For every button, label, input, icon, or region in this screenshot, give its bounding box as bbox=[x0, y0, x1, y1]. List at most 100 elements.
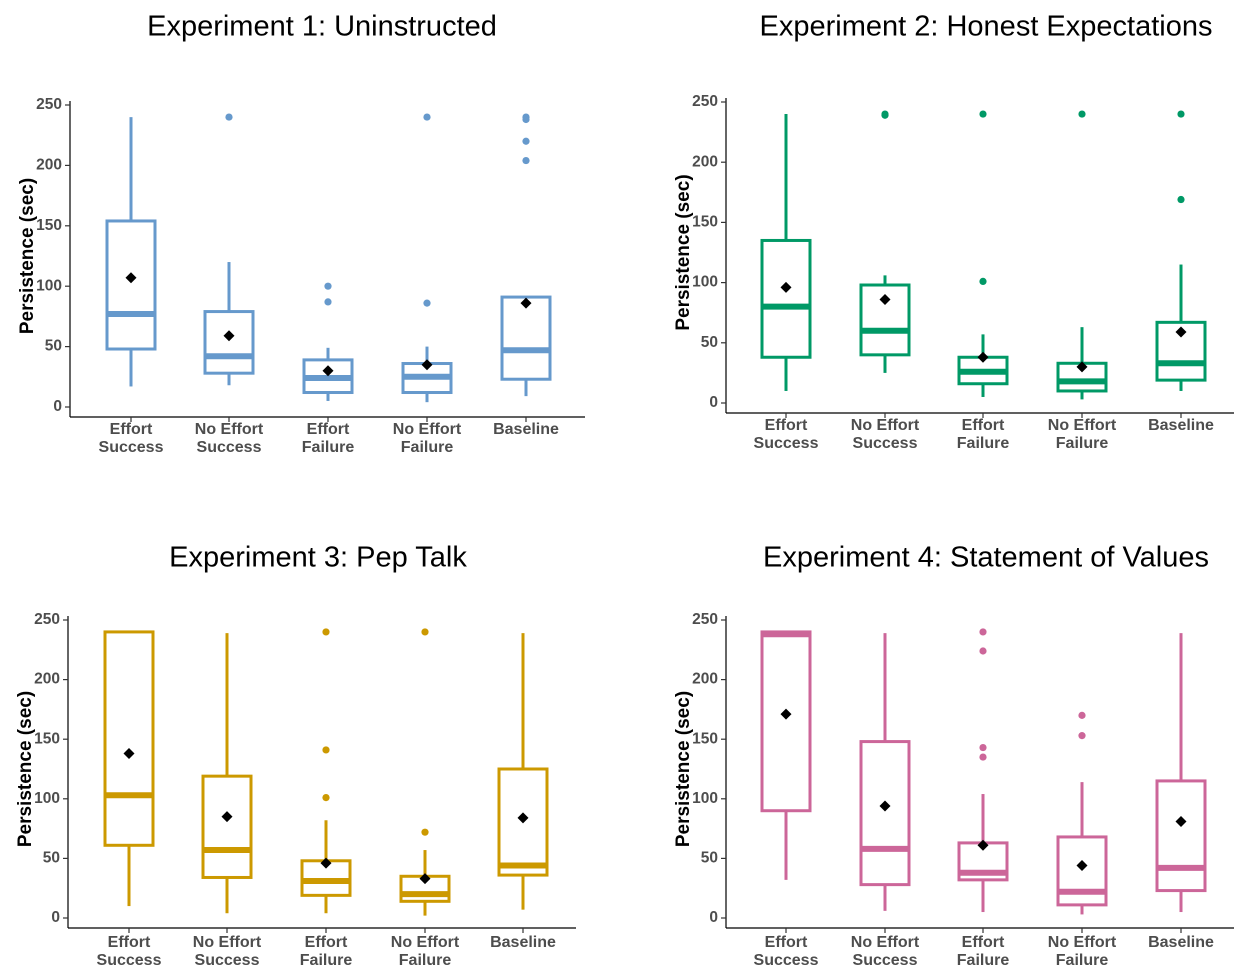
outlier-point bbox=[522, 137, 530, 145]
y-tick-label: 150 bbox=[692, 730, 718, 747]
x-tick-label: Baseline bbox=[490, 934, 556, 951]
outlier-point bbox=[421, 628, 429, 636]
outlier-point bbox=[322, 628, 330, 636]
box-3: Effort Failure bbox=[302, 282, 355, 456]
y-tick-label: 100 bbox=[36, 277, 62, 294]
mean-marker bbox=[125, 272, 137, 284]
x-tick-label: No Effort Failure bbox=[1048, 417, 1117, 452]
outlier-point bbox=[225, 113, 233, 121]
box-5: Baseline bbox=[490, 633, 556, 951]
box-iqr bbox=[203, 310, 255, 375]
box-2: No Effort Success bbox=[851, 633, 920, 969]
mean-marker bbox=[123, 748, 135, 760]
outlier-point bbox=[979, 753, 987, 761]
box-iqr bbox=[105, 219, 157, 351]
y-tick-label: 50 bbox=[43, 849, 60, 866]
y-tick-label: 200 bbox=[692, 153, 718, 170]
mean-marker bbox=[517, 812, 529, 824]
y-tick-label: 150 bbox=[34, 730, 60, 747]
outlier-point bbox=[522, 115, 530, 124]
x-tick-label: No Effort Success bbox=[193, 934, 262, 969]
outlier-point bbox=[1078, 732, 1086, 740]
x-tick-label: Baseline bbox=[1148, 417, 1214, 434]
y-axis-title: Persistence (sec) bbox=[673, 691, 694, 847]
mean-marker bbox=[1175, 815, 1187, 827]
outlier-point bbox=[1177, 110, 1185, 118]
box-1: Effort Success bbox=[754, 630, 819, 969]
mean-marker bbox=[419, 873, 431, 885]
box-iqr bbox=[201, 774, 253, 879]
outlier-point bbox=[979, 647, 987, 655]
box-5: Baseline bbox=[1148, 110, 1214, 434]
mean-marker bbox=[780, 708, 792, 720]
box-iqr bbox=[760, 630, 812, 813]
mean-marker bbox=[879, 800, 891, 812]
mean-marker bbox=[520, 297, 532, 309]
outlier-point bbox=[979, 743, 987, 752]
x-tick-label: Effort Success bbox=[97, 934, 162, 969]
panel-1: Experiment 1: Uninstructed Persistence (s… bbox=[17, 11, 585, 456]
box-iqr bbox=[859, 740, 911, 887]
outlier-point bbox=[979, 277, 987, 285]
mean-marker bbox=[223, 330, 235, 342]
box-4: No Effort Failure bbox=[391, 628, 460, 969]
mean-marker bbox=[1076, 860, 1088, 872]
mean-marker bbox=[977, 351, 989, 363]
y-axis-title: Persistence (sec) bbox=[15, 691, 36, 847]
x-tick-label: No Effort Success bbox=[851, 417, 920, 452]
x-tick-label: Effort Failure bbox=[957, 934, 1010, 969]
y-tick-label: 0 bbox=[51, 909, 60, 926]
mean-marker bbox=[421, 359, 433, 371]
mean-marker bbox=[780, 281, 792, 293]
panel-4: Experiment 4: Statement of Values Persist… bbox=[673, 542, 1234, 969]
box-iqr bbox=[500, 295, 552, 381]
box-2: No Effort Success bbox=[195, 113, 264, 456]
y-tick-label: 0 bbox=[709, 394, 718, 411]
x-tick-label: Effort Failure bbox=[957, 417, 1010, 452]
y-tick-label: 250 bbox=[34, 611, 60, 628]
box-iqr bbox=[103, 630, 155, 847]
outlier-point bbox=[979, 110, 987, 118]
outlier-point bbox=[1177, 195, 1185, 204]
outlier-point bbox=[322, 794, 330, 802]
y-tick-label: 50 bbox=[701, 334, 718, 351]
panel-title: Experiment 1: Uninstructed bbox=[147, 11, 497, 43]
box-iqr bbox=[760, 238, 812, 359]
panel-title: Experiment 4: Statement of Values bbox=[763, 542, 1209, 574]
y-tick-label: 200 bbox=[36, 156, 62, 173]
box-5: Baseline bbox=[493, 113, 559, 438]
x-tick-label: Effort Success bbox=[99, 421, 164, 456]
x-tick-label: Baseline bbox=[493, 421, 559, 438]
mean-marker bbox=[1076, 361, 1088, 373]
box-1: Effort Success bbox=[97, 630, 162, 969]
x-tick-label: Baseline bbox=[1148, 934, 1214, 951]
y-axis-title: Persistence (sec) bbox=[673, 174, 694, 330]
panel-title: Experiment 2: Honest Expectations bbox=[760, 11, 1213, 43]
y-tick-label: 100 bbox=[34, 790, 60, 807]
box-3: Effort Failure bbox=[957, 110, 1010, 452]
outlier-point bbox=[322, 746, 330, 754]
outlier-point bbox=[522, 156, 530, 165]
outlier-point bbox=[979, 628, 987, 636]
box-3: Effort Failure bbox=[957, 628, 1010, 969]
x-tick-label: No Effort Success bbox=[851, 934, 920, 969]
outlier-point bbox=[324, 282, 332, 290]
x-tick-label: No Effort Success bbox=[195, 421, 264, 456]
y-tick-label: 50 bbox=[45, 338, 62, 355]
x-tick-label: No Effort Failure bbox=[393, 421, 462, 456]
outlier-point bbox=[1078, 110, 1086, 118]
x-tick-label: Effort Failure bbox=[302, 421, 355, 456]
y-tick-label: 150 bbox=[692, 213, 718, 230]
y-tick-label: 200 bbox=[34, 671, 60, 688]
box-4: No Effort Failure bbox=[1048, 110, 1117, 452]
panel-title: Experiment 3: Pep Talk bbox=[169, 542, 467, 574]
outlier-point bbox=[423, 113, 431, 121]
panel-3: Experiment 3: Pep Talk Persistence (sec) 0… bbox=[15, 542, 576, 969]
box-4: No Effort Failure bbox=[1048, 711, 1117, 969]
mean-marker bbox=[221, 811, 233, 823]
y-axis-title: Persistence (sec) bbox=[17, 178, 38, 334]
box-3: Effort Failure bbox=[300, 628, 352, 969]
box-1: Effort Success bbox=[99, 117, 164, 456]
box-1: Effort Success bbox=[754, 114, 819, 452]
box-4: No Effort Failure bbox=[393, 113, 462, 456]
